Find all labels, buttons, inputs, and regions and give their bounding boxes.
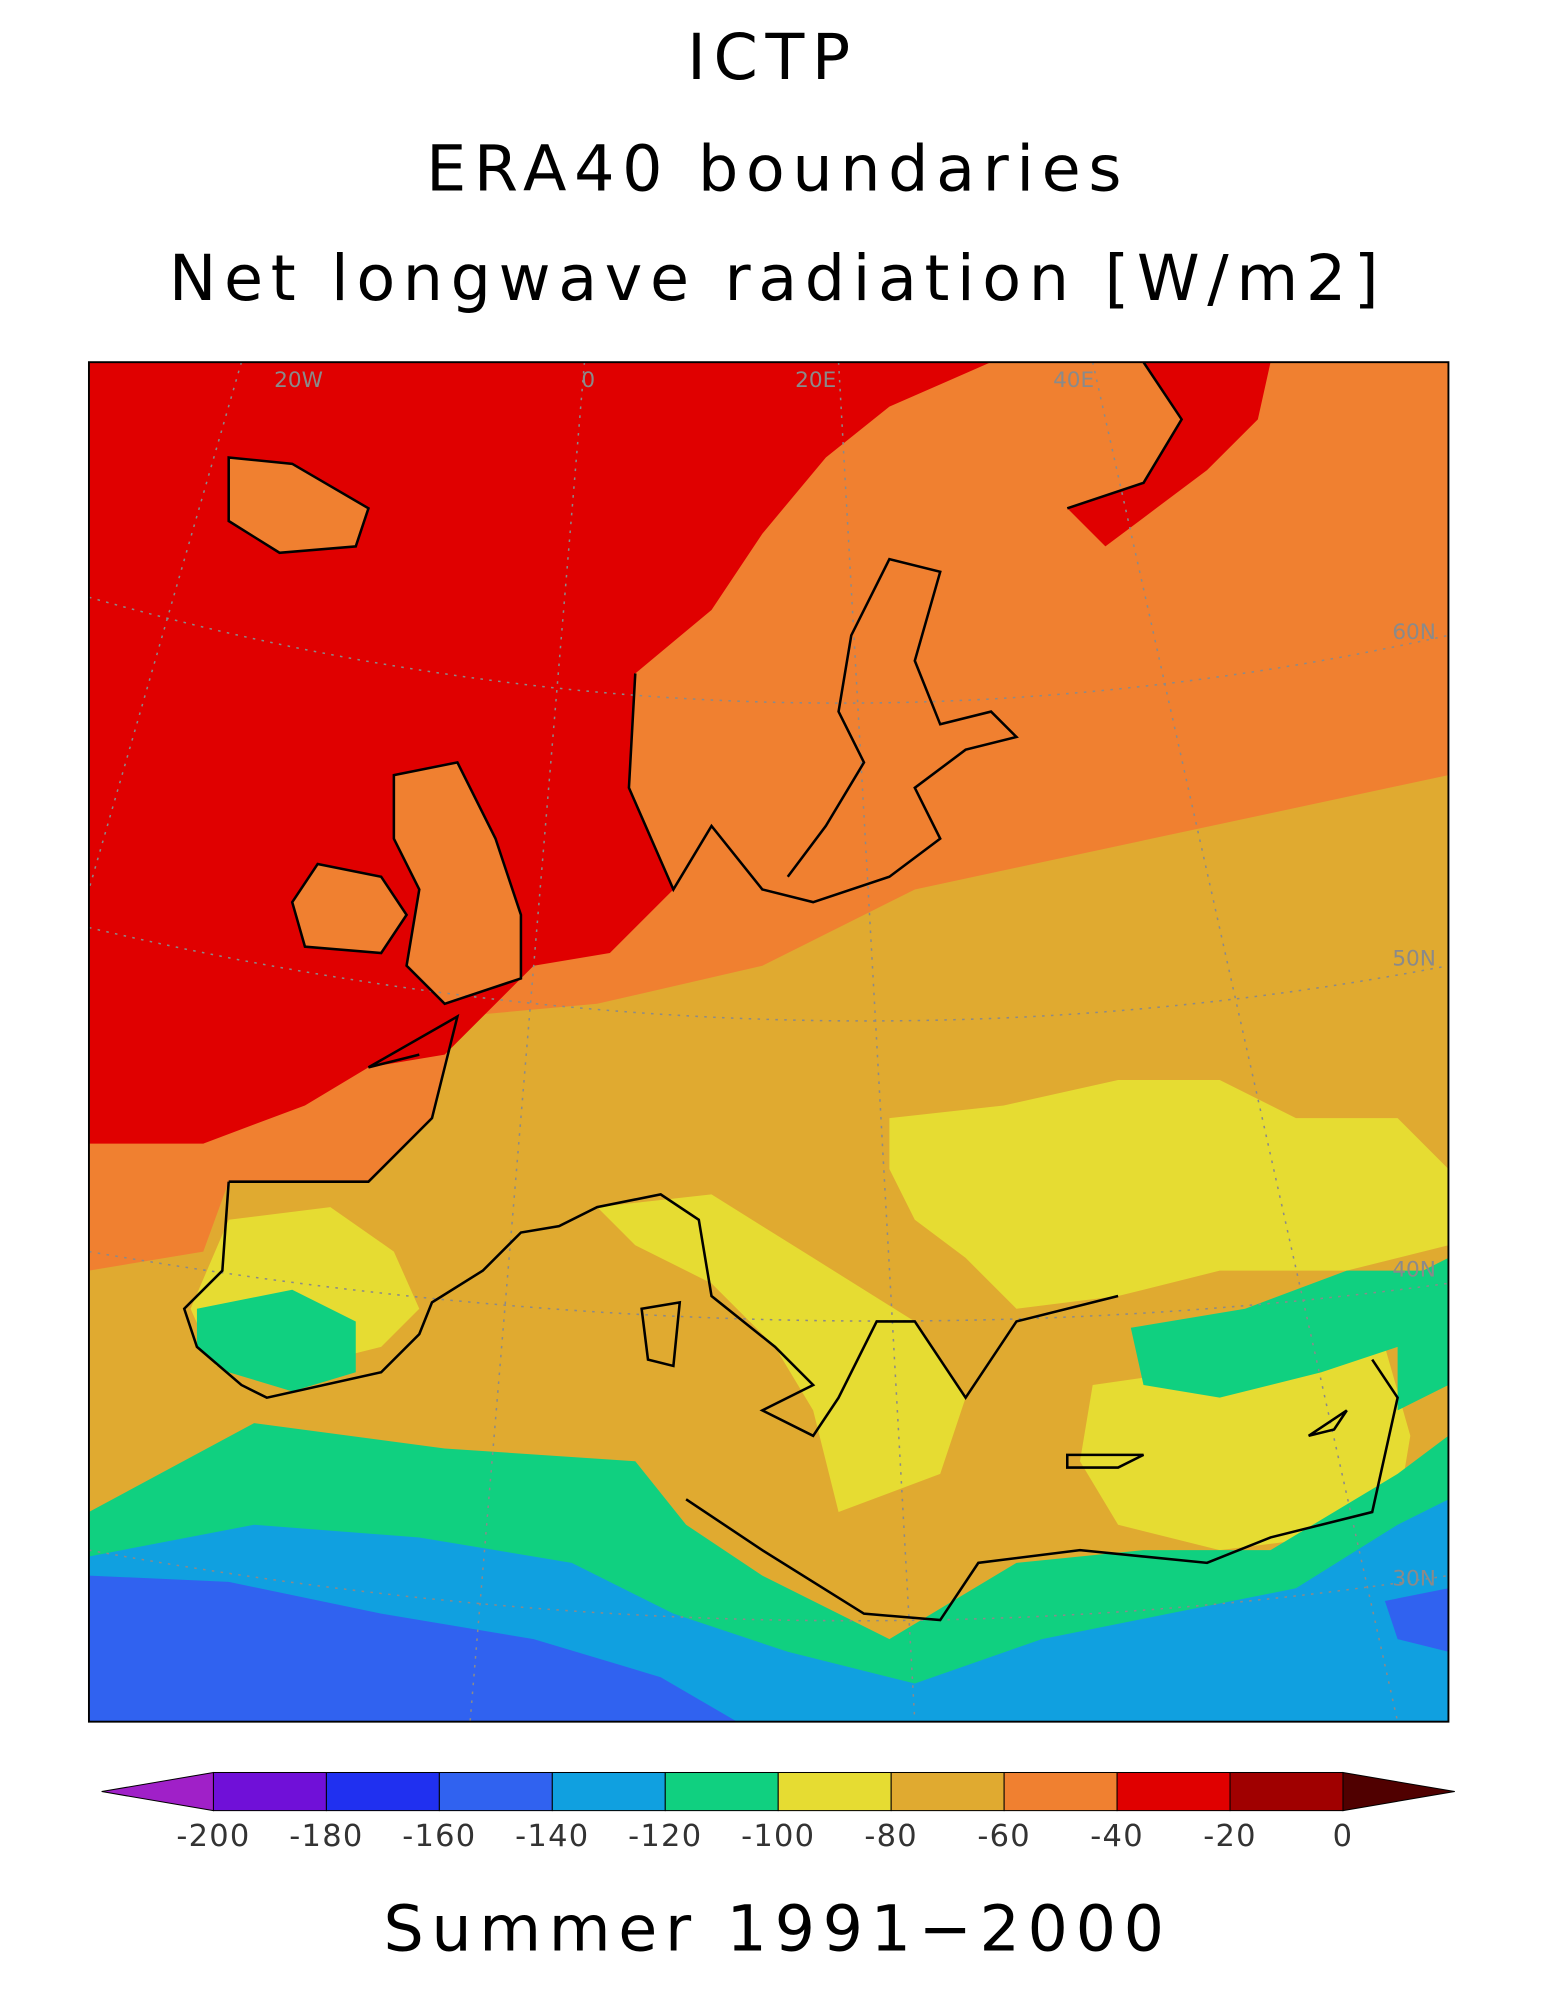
graticule-labels: 20W 0 20E 40E 60N 50N 40N 30N <box>274 368 1436 1591</box>
graticule-label: 30N <box>1392 1566 1436 1591</box>
colorbar-box <box>551 1771 666 1812</box>
colorbar-box <box>890 1771 1005 1812</box>
colorbar-box <box>325 1771 440 1812</box>
title-line: ERA40 boundaries <box>426 132 1129 206</box>
colorbar-tick-label: -180 <box>289 1819 363 1854</box>
map <box>88 362 1449 1722</box>
colorbar-extension <box>1342 1771 1455 1812</box>
island <box>228 457 521 1004</box>
colorbar-tick-label: -80 <box>864 1819 918 1854</box>
footer: Summer 1991−2000 <box>383 1891 1171 1965</box>
colorbar-extension <box>101 1771 214 1812</box>
graticule-label: 20E <box>795 368 836 393</box>
colorbar-box <box>1003 1771 1118 1812</box>
colorbar-box <box>212 1771 327 1812</box>
graticule-label: 40N <box>1392 1258 1436 1283</box>
title-line: ICTP <box>687 20 858 94</box>
graticule <box>88 362 1449 1722</box>
colorbar-box <box>438 1771 553 1812</box>
graticule-label: 50N <box>1392 946 1436 971</box>
colorbar-tick-label: -120 <box>628 1819 702 1854</box>
colorbar-tick-label: -160 <box>402 1819 476 1854</box>
colorbar-tick-label: -200 <box>176 1819 250 1854</box>
field-yellow <box>190 1080 1449 1551</box>
colorbar-tick-label: -140 <box>515 1819 589 1854</box>
title-line: Net longwave radiation [W/m2] <box>169 241 1386 315</box>
coastline <box>182 362 1399 1622</box>
colorbar-tick-label: -40 <box>1090 1819 1144 1854</box>
colorbar-tick-label: -60 <box>977 1819 1031 1854</box>
graticule-label: 40E <box>1053 368 1094 393</box>
colorbar-tick-label: -20 <box>1203 1819 1257 1854</box>
colorbar-box <box>1229 1771 1344 1812</box>
colorbar-tick-label: -100 <box>741 1819 815 1854</box>
colorbar-box <box>777 1771 892 1812</box>
graticule-label: 20W <box>274 368 323 393</box>
colorbar-box <box>664 1771 779 1812</box>
colorbar: -200 -180 -160 -140 -120 -100 -80 -60 -40 -20 0 <box>101 1771 1455 1854</box>
map-frame <box>87 361 1450 1723</box>
field-blue <box>88 1575 1449 1722</box>
colorbar-box <box>1116 1771 1231 1812</box>
graticule-label: 60N <box>1392 620 1436 645</box>
colorbar-tick-label: 0 <box>1333 1819 1354 1854</box>
graticule-label: 0 <box>581 368 595 393</box>
